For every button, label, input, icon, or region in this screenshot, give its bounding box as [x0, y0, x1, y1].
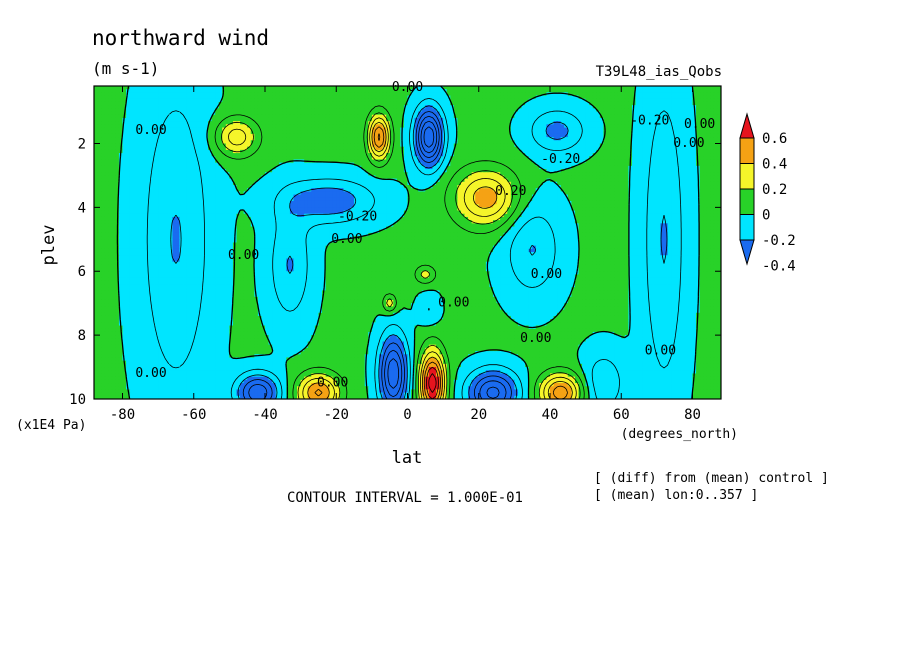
contour-field — [94, 86, 722, 400]
run-label: T39L48_ias_Qobs — [596, 64, 722, 80]
chart-units: (m s-1) — [92, 59, 159, 78]
chart-title: northward wind — [92, 26, 269, 50]
